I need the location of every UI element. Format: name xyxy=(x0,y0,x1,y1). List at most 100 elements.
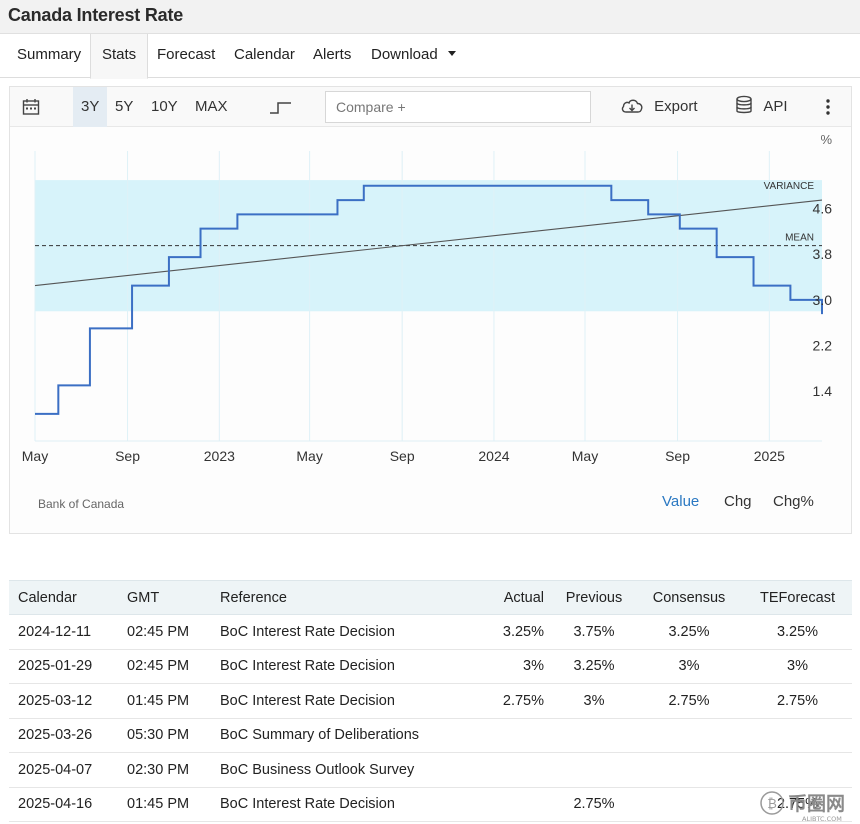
tab-alerts[interactable]: Alerts xyxy=(313,46,352,63)
col-header-reference[interactable]: Reference xyxy=(211,580,473,615)
table-header-row: Calendar GMT Reference Actual Previous C… xyxy=(9,580,852,615)
cell-actual xyxy=(473,752,553,788)
cloud-download-icon xyxy=(621,99,643,113)
mode-chg-pct-button[interactable]: Chg% xyxy=(773,493,814,510)
tab-stats[interactable]: Stats xyxy=(90,34,149,79)
cell-previous: 2.75% xyxy=(553,787,635,822)
table-row[interactable]: 2025-04-07 02:30 PM BoC Business Outlook S… xyxy=(9,752,852,788)
cell-reference[interactable]: BoC Interest Rate Decision xyxy=(211,614,473,650)
cell-reference[interactable]: BoC Business Outlook Survey xyxy=(211,752,473,788)
x-tick-label: 2023 xyxy=(204,448,235,464)
api-button[interactable]: API xyxy=(735,87,788,127)
y-tick-label: 2.2 xyxy=(813,337,833,353)
cell-reference[interactable]: BoC Interest Rate Decision xyxy=(211,649,473,684)
table-row[interactable]: 2025-03-12 01:45 PM BoC Interest Rate Deci… xyxy=(9,683,852,719)
svg-text:币圈网: 币圈网 xyxy=(788,793,845,815)
col-header-actual[interactable]: Actual xyxy=(473,580,553,615)
step-chart-icon[interactable] xyxy=(269,87,293,127)
cell-gmt: 02:45 PM xyxy=(118,649,211,684)
tab-calendar[interactable]: Calendar xyxy=(234,46,295,63)
more-options-icon[interactable] xyxy=(825,87,831,127)
cell-date: 2025-04-16 xyxy=(9,787,118,822)
watermark-logo: ₿ 币圈网 ALIBTC.COM xyxy=(760,791,845,823)
cell-consensus xyxy=(635,718,743,753)
mode-value-button[interactable]: Value xyxy=(662,493,700,510)
cell-consensus xyxy=(635,752,743,788)
cell-gmt: 02:45 PM xyxy=(118,614,211,650)
table-row[interactable]: 2025-04-16 01:45 PM BoC Interest Rate Deci… xyxy=(9,787,852,822)
table-row[interactable]: 2024-12-11 02:45 PM BoC Interest Rate Deci… xyxy=(9,614,852,650)
range-10y-button[interactable]: 10Y xyxy=(151,98,178,115)
cell-gmt: 01:45 PM xyxy=(118,787,211,822)
x-tick-label: Sep xyxy=(665,448,690,464)
col-header-previous[interactable]: Previous xyxy=(553,580,635,615)
col-header-consensus[interactable]: Consensus xyxy=(635,580,743,615)
title-bar: Canada Interest Rate xyxy=(0,0,860,34)
cell-actual: 3% xyxy=(473,649,553,684)
caret-down-icon xyxy=(447,51,456,56)
table-row[interactable]: 2025-01-29 02:45 PM BoC Interest Rate Deci… xyxy=(9,649,852,684)
cell-teforecast xyxy=(743,752,852,788)
cell-date: 2025-03-26 xyxy=(9,718,118,753)
y-tick-label: 1.4 xyxy=(813,383,833,399)
cell-teforecast xyxy=(743,718,852,753)
chart-panel: 3Y 5Y 10Y MAX Compare + Export AP xyxy=(9,86,852,534)
col-header-teforecast[interactable]: TEForecast xyxy=(743,580,852,615)
cell-actual xyxy=(473,718,553,753)
cell-date: 2025-03-12 xyxy=(9,683,118,719)
mean-annotation: MEAN xyxy=(785,233,814,244)
cell-teforecast: 2.75% xyxy=(743,683,852,719)
api-label: API xyxy=(763,98,788,115)
calendar-icon[interactable] xyxy=(22,87,40,127)
cell-previous: 3.75% xyxy=(553,614,635,650)
calendar-table: Calendar GMT Reference Actual Previous C… xyxy=(9,580,852,822)
cell-reference[interactable]: BoC Interest Rate Decision xyxy=(211,683,473,719)
cell-reference[interactable]: BoC Interest Rate Decision xyxy=(211,787,473,822)
tab-download-label: Download xyxy=(371,46,438,63)
cell-gmt: 01:45 PM xyxy=(118,683,211,719)
cell-consensus: 3% xyxy=(635,649,743,684)
y-tick-label: 3.0 xyxy=(813,292,833,308)
range-5y-button[interactable]: 5Y xyxy=(115,98,134,115)
range-3y-button[interactable]: 3Y xyxy=(73,87,108,127)
col-header-calendar[interactable]: Calendar xyxy=(9,580,118,615)
x-tick-label: May xyxy=(22,448,48,464)
cell-previous: 3% xyxy=(553,683,635,719)
cell-gmt: 05:30 PM xyxy=(118,718,211,753)
table-row[interactable]: 2025-03-26 05:30 PM BoC Summary of Deliber… xyxy=(9,718,852,753)
x-tick-label: 2024 xyxy=(478,448,509,464)
cell-previous xyxy=(553,752,635,788)
cell-actual: 2.75% xyxy=(473,683,553,719)
cell-previous xyxy=(553,718,635,753)
mode-chg-button[interactable]: Chg xyxy=(724,493,752,510)
cell-date: 2025-04-07 xyxy=(9,752,118,788)
tab-summary[interactable]: Summary xyxy=(17,46,82,63)
col-header-gmt[interactable]: GMT xyxy=(118,580,211,615)
interest-rate-chart: % 1.4 2.2 3.0 3.8 4.6 May Sep 2023 May Sep 2024 Ma… xyxy=(22,132,833,464)
y-tick-label: 4.6 xyxy=(813,201,833,217)
compare-input[interactable]: Compare + xyxy=(325,91,591,123)
cell-consensus xyxy=(635,787,743,822)
cell-consensus: 3.25% xyxy=(635,614,743,650)
export-label: Export xyxy=(654,98,698,115)
page-title: Canada Interest Rate xyxy=(8,5,184,25)
y-tick-label: 3.8 xyxy=(813,246,833,262)
cell-consensus: 2.75% xyxy=(635,683,743,719)
source-label: Bank of Canada xyxy=(38,497,125,511)
cell-actual: 3.25% xyxy=(473,614,553,650)
export-button[interactable]: Export xyxy=(620,87,698,127)
range-max-button[interactable]: MAX xyxy=(195,98,228,115)
x-tick-label: Sep xyxy=(115,448,140,464)
cell-reference[interactable]: BoC Summary of Deliberations xyxy=(211,718,473,753)
x-tick-label: Sep xyxy=(390,448,415,464)
cell-date: 2024-12-11 xyxy=(9,614,118,650)
cell-teforecast: 3% xyxy=(743,649,852,684)
x-tick-label: May xyxy=(296,448,322,464)
tab-bar: Summary Stats Forecast Calendar Alerts D… xyxy=(0,34,860,79)
cell-actual xyxy=(473,787,553,822)
tab-forecast[interactable]: Forecast xyxy=(157,46,216,63)
chart-toolbar: 3Y 5Y 10Y MAX Compare + Export AP xyxy=(10,87,851,127)
database-icon xyxy=(736,95,752,114)
tab-download[interactable]: Download xyxy=(371,34,456,78)
cell-date: 2025-01-29 xyxy=(9,649,118,684)
